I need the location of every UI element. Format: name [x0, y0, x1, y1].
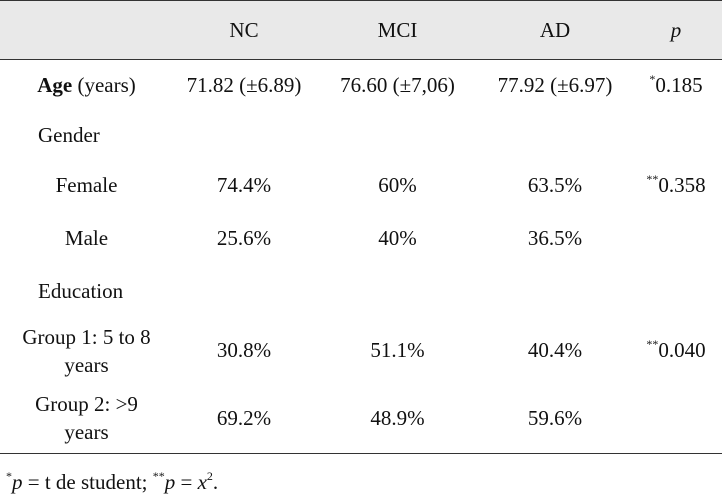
female-p: **0.358	[630, 159, 722, 212]
footnote-x: x	[197, 470, 207, 494]
group1-p-sup: **	[646, 337, 659, 351]
header-mci: MCI	[377, 17, 418, 42]
table-row-group1: Group 1: 5 to 8 years 30.8% 51.1% 40.4% *…	[0, 318, 722, 384]
group1-label-line2: years	[64, 352, 109, 377]
group2-label-line1: Group 2: >9	[35, 392, 138, 417]
age-nc: 71.82 (±6.89)	[186, 73, 302, 98]
male-p-empty	[630, 212, 722, 265]
age-p-value: 0.185	[655, 73, 703, 98]
footnote-text1: = t de student;	[22, 470, 153, 494]
header-ad: AD	[539, 17, 571, 42]
section-label-gender: Gender	[38, 122, 100, 147]
group1-label-line1: Group 1: 5 to 8	[22, 324, 151, 349]
age-ad: 77.92 (±6.97)	[497, 73, 613, 98]
group2-mci: 48.9%	[370, 405, 425, 430]
row-label-group2: Group 2: >9 years	[0, 384, 173, 454]
footnote-p2: p	[164, 470, 176, 494]
female-nc: 74.4%	[216, 172, 272, 197]
female-p-sup: **	[646, 171, 659, 186]
table-row-gender-section: Gender	[0, 112, 722, 159]
row-label-age: Age (years)	[0, 60, 173, 112]
male-mci: 40%	[378, 225, 417, 250]
age-p: *0.185	[630, 60, 722, 112]
table-footnote: *p = t de student; **p = x2.	[6, 470, 218, 495]
group1-nc: 30.8%	[216, 338, 272, 362]
male-ad: 36.5%	[527, 225, 583, 250]
group2-nc: 69.2%	[216, 405, 272, 430]
table-row-education-section: Education	[0, 265, 722, 318]
footnote-text2: =	[175, 470, 198, 494]
table-row-age: Age (years) 71.82 (±6.89) 76.60 (±7,06) …	[0, 60, 722, 112]
group1-ad: 40.4%	[527, 338, 583, 362]
age-label-bold: Age	[37, 73, 73, 98]
demographics-table: NC MCI AD p Age (years) 71.82 (±6.89) 76…	[0, 0, 722, 454]
group2-ad: 59.6%	[527, 405, 583, 430]
group1-p: **0.040	[630, 318, 722, 384]
group1-mci: 51.1%	[370, 338, 425, 362]
footnote-end: .	[212, 470, 219, 494]
header-empty-cell	[0, 1, 173, 60]
group1-p-value: 0.040	[658, 338, 706, 362]
female-p-value: 0.358	[658, 172, 706, 197]
table-header-row: NC MCI AD p	[0, 0, 722, 60]
female-mci: 60%	[378, 172, 417, 197]
section-label-education: Education	[38, 278, 124, 303]
footnote-p1: p	[12, 470, 23, 494]
age-mci: 76.60 (±7,06)	[340, 73, 455, 98]
table-row-female: Female 74.4% 60% 63.5% **0.358	[0, 159, 722, 212]
row-label-female: Female	[55, 172, 118, 197]
table-row-group2: Group 2: >9 years 69.2% 48.9% 59.6%	[0, 384, 722, 454]
header-nc: NC	[229, 17, 259, 42]
footnote-sup1: *	[6, 469, 12, 483]
footnote-sup2: **	[152, 469, 165, 483]
female-ad: 63.5%	[527, 172, 583, 197]
group2-p-empty	[630, 384, 722, 454]
row-label-male: Male	[64, 225, 109, 250]
male-nc: 25.6%	[216, 225, 272, 250]
group2-label-line2: years	[64, 420, 109, 445]
header-p: p	[670, 17, 682, 42]
age-p-sup: *	[649, 72, 656, 87]
footnote-exp: 2	[206, 469, 213, 483]
table-row-male: Male 25.6% 40% 36.5%	[0, 212, 722, 265]
age-label-rest: (years)	[72, 73, 136, 98]
row-label-group1: Group 1: 5 to 8 years	[0, 318, 173, 384]
